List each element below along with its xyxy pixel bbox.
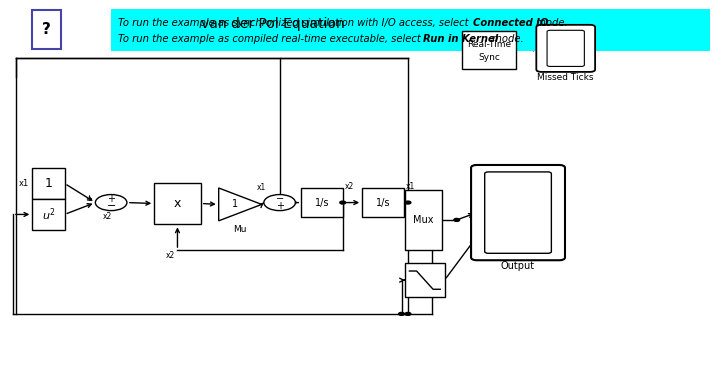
Text: mode.: mode.: [533, 18, 567, 27]
Text: Mux: Mux: [414, 215, 434, 225]
Text: 1/s: 1/s: [376, 197, 390, 208]
Text: x2: x2: [166, 251, 175, 260]
Circle shape: [399, 312, 404, 315]
FancyBboxPatch shape: [485, 172, 551, 253]
Text: Missed Ticks: Missed Ticks: [538, 73, 594, 82]
Circle shape: [405, 201, 411, 204]
Circle shape: [95, 195, 127, 211]
Circle shape: [340, 201, 346, 204]
Text: mode.: mode.: [489, 34, 523, 44]
Text: +: +: [107, 194, 115, 204]
FancyBboxPatch shape: [471, 165, 565, 260]
FancyBboxPatch shape: [362, 188, 404, 217]
FancyBboxPatch shape: [154, 182, 201, 224]
Text: −: −: [106, 201, 116, 211]
Text: van der Pol Equation: van der Pol Equation: [201, 17, 344, 31]
Text: 1/s: 1/s: [315, 197, 329, 208]
Text: 1: 1: [232, 199, 238, 210]
Circle shape: [454, 218, 460, 221]
Bar: [111, 9, 710, 51]
Text: ?: ?: [42, 22, 51, 37]
FancyBboxPatch shape: [462, 31, 516, 69]
Text: −: −: [275, 194, 284, 204]
Text: Mu: Mu: [234, 226, 247, 234]
Circle shape: [405, 312, 411, 315]
Text: To run the example as synchronized simulation with I/O access, select: To run the example as synchronized simul…: [118, 18, 472, 27]
Text: +: +: [275, 201, 284, 211]
Text: x: x: [174, 197, 181, 210]
FancyBboxPatch shape: [405, 190, 442, 250]
Text: Real-Time: Real-Time: [467, 40, 511, 49]
Text: x1: x1: [406, 182, 415, 191]
Text: $u^2$: $u^2$: [42, 206, 55, 223]
Text: x1: x1: [19, 179, 29, 188]
Text: x1: x1: [257, 183, 266, 192]
Polygon shape: [219, 188, 262, 221]
Text: x2: x2: [103, 212, 112, 220]
Text: x2: x2: [345, 182, 354, 191]
FancyBboxPatch shape: [32, 199, 65, 230]
Text: Sync: Sync: [478, 53, 500, 62]
FancyBboxPatch shape: [536, 25, 595, 72]
FancyBboxPatch shape: [405, 263, 445, 297]
Text: +: +: [85, 194, 92, 203]
Text: Run in Kernel: Run in Kernel: [423, 34, 498, 44]
FancyBboxPatch shape: [32, 168, 65, 199]
Text: Connected IO: Connected IO: [473, 18, 549, 27]
Text: Output: Output: [501, 261, 535, 272]
FancyBboxPatch shape: [301, 188, 343, 217]
FancyBboxPatch shape: [32, 10, 61, 49]
Circle shape: [264, 195, 295, 211]
FancyBboxPatch shape: [547, 30, 584, 66]
Text: 1: 1: [44, 177, 52, 190]
Text: To run the example as compiled real-time executable, select: To run the example as compiled real-time…: [118, 34, 424, 44]
